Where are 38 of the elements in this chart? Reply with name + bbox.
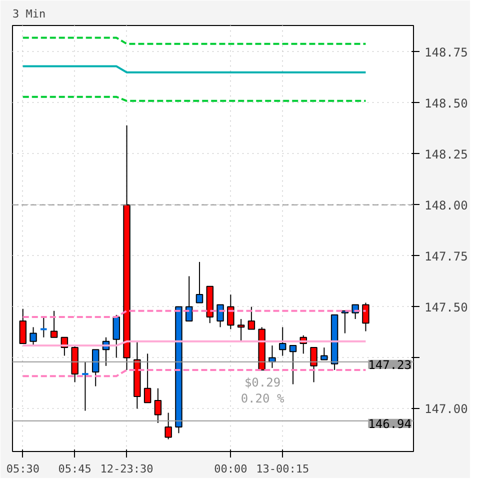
- ref-line-label: 146.94: [368, 416, 412, 431]
- candlestick: [112, 314, 120, 358]
- y-tick-label: 148.50: [424, 96, 468, 110]
- x-tick-label: 13-00:15: [256, 462, 310, 476]
- candlestick: [30, 326, 37, 346]
- candlestick: [144, 353, 152, 404]
- annotation: $0.29: [244, 376, 281, 390]
- candlestick: [248, 306, 256, 330]
- candlestick: [154, 388, 162, 424]
- x-tick-label: 05:30: [6, 462, 40, 476]
- y-tick-label: 148.00: [424, 198, 468, 212]
- candlestick: [268, 345, 276, 368]
- x-tick-label: 12-23:30: [100, 462, 154, 476]
- candlestick: [227, 294, 234, 330]
- candlestick: [92, 349, 100, 387]
- candlestick: [216, 304, 224, 328]
- chart-title: 3 Min: [12, 8, 46, 20]
- candlestick: [19, 308, 27, 344]
- candlestick: [278, 326, 286, 356]
- candlestick: [81, 361, 90, 412]
- y-tick-label: 148.75: [424, 46, 468, 60]
- candlestick: [289, 345, 297, 385]
- y-tick-label: 147.50: [424, 300, 468, 314]
- x-tick-label: 00:00: [214, 462, 248, 476]
- candlestick: [40, 316, 48, 338]
- candlestick: [237, 318, 245, 342]
- candlestick: [164, 412, 172, 440]
- candlestick: [310, 347, 318, 383]
- candlestick: [196, 261, 204, 304]
- y-tick-label: 148.25: [424, 147, 468, 162]
- ref-line-label: 147.23: [368, 358, 412, 372]
- y-tick-label: 147.75: [424, 249, 468, 264]
- candlestick: [362, 302, 370, 332]
- candlestick: [320, 347, 328, 360]
- annotation: 0.20 %: [240, 392, 285, 406]
- x-tick-label: 05:45: [58, 462, 92, 476]
- candlestick: [50, 310, 58, 338]
- y-tick-label: 147.00: [424, 402, 468, 416]
